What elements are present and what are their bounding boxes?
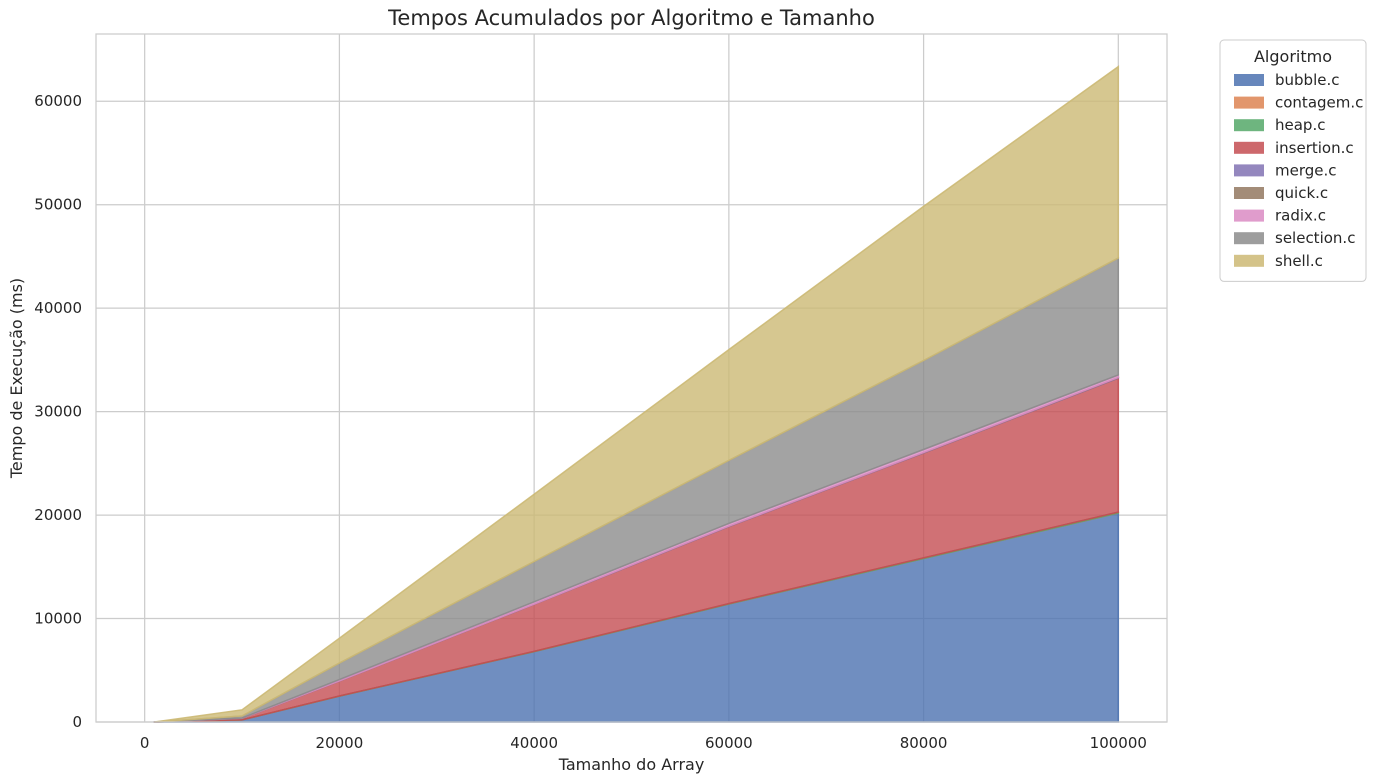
legend-swatch [1234, 119, 1264, 132]
legend-items: bubble.c contagem.c heap.c insertion.c merge… [1234, 71, 1363, 270]
legend-label: quick.c [1275, 184, 1328, 202]
legend-swatch [1234, 141, 1264, 154]
area-shell-c [154, 65, 1120, 723]
y-tick-label: 10000 [34, 610, 82, 628]
legend-swatch [1234, 232, 1264, 245]
y-tick-label: 20000 [34, 506, 82, 524]
legend-swatch [1234, 96, 1264, 109]
y-tick-label: 50000 [34, 196, 82, 214]
y-tick-label: 30000 [34, 403, 82, 421]
legend-label: contagem.c [1275, 94, 1363, 112]
x-tick-label: 80000 [900, 734, 948, 752]
legend-swatch [1234, 187, 1264, 199]
y-tick-label: 0 [72, 713, 82, 731]
y-tick-label: 60000 [34, 92, 82, 110]
legend-label: merge.c [1275, 161, 1337, 179]
x-tick-label: 20000 [316, 734, 364, 752]
legend-label: bubble.c [1275, 71, 1339, 89]
legend-label: heap.c [1275, 116, 1325, 134]
legend-swatch [1234, 164, 1264, 177]
plot-frame [95, 33, 1168, 723]
x-tick-label: 100000 [1090, 734, 1147, 752]
legend-label: shell.c [1275, 252, 1323, 270]
legend-swatch [1234, 74, 1264, 86]
x-axis-label: Tamanho do Array [558, 755, 705, 774]
areas [153, 65, 1120, 723]
legend-label: insertion.c [1275, 139, 1354, 157]
x-tick-label: 40000 [510, 734, 558, 752]
tick-labels: 0 20000 40000 60000 80000 100000 0 10000 20000 30… [34, 92, 1147, 752]
x-tick-label: 60000 [705, 734, 753, 752]
y-tick-label: 40000 [34, 299, 82, 317]
legend-label: selection.c [1275, 229, 1355, 247]
x-tick-label: 0 [140, 734, 150, 752]
legend-swatch [1234, 254, 1264, 267]
legend-label: radix.c [1275, 207, 1326, 225]
legend-swatch [1234, 209, 1264, 222]
legend-title: Algoritmo [1254, 47, 1332, 66]
y-axis-label: Tempo de Execução (ms) [7, 278, 26, 479]
legend: Algoritmo bubble.c contagem.c heap.c insert… [1219, 39, 1367, 282]
chart-title: Tempos Acumulados por Algoritmo e Tamanh… [387, 6, 875, 30]
